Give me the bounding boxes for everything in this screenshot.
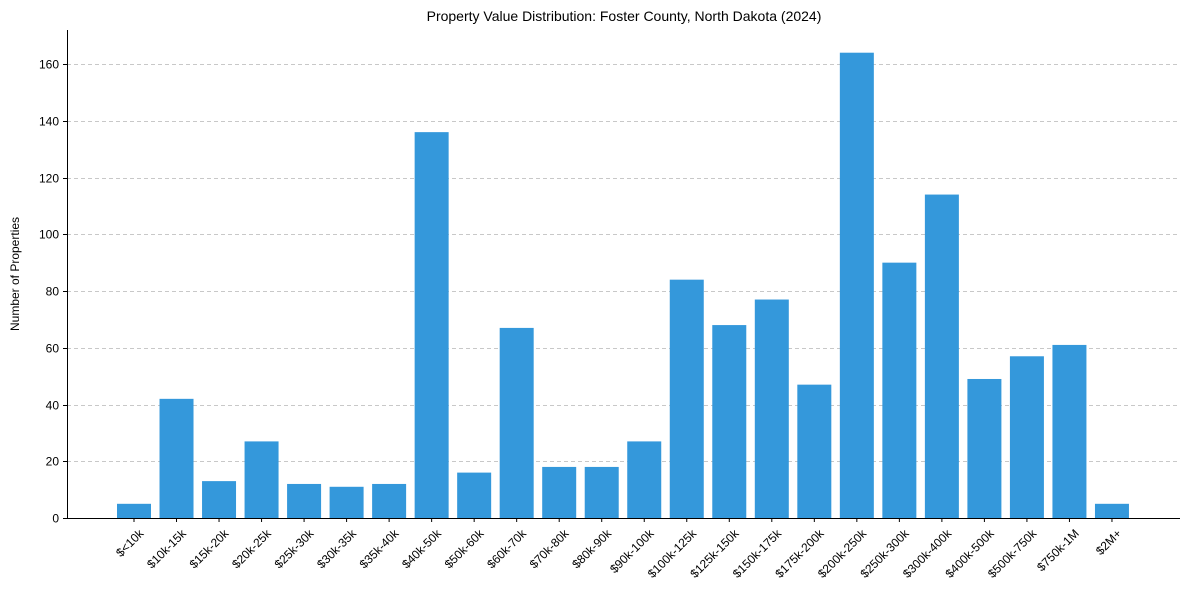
grid-lines [67,64,1180,462]
y-tick-label: 0 [52,512,59,526]
y-tick-label: 80 [46,285,60,299]
y-tick-label: 60 [46,342,60,356]
y-tick-label: 120 [39,172,59,186]
bar [712,325,747,518]
bar [839,52,874,518]
bar [414,132,449,518]
x-tick-label: $750k-1M [1034,526,1082,574]
bar [287,483,322,518]
bar [754,299,789,518]
bar [967,378,1002,518]
bar [499,327,534,518]
bar [202,481,237,518]
bar [117,503,151,518]
x-tick-label: $60k-70k [484,526,530,572]
bar [882,262,917,518]
y-tick-label: 140 [39,115,59,129]
y-tick-label: 20 [46,455,60,469]
bar [669,279,704,518]
x-tick-label: $10k-15k [144,526,190,572]
x-tick-label: $20k-25k [229,526,275,572]
chart-title: Property Value Distribution: Foster Coun… [427,8,822,24]
x-tick-label: $30k-35k [314,526,360,572]
bar [329,486,364,518]
y-axis-label: Number of Properties [8,217,22,331]
bar [159,398,194,518]
axes [67,30,1180,519]
x-tick-label: $50k-60k [442,526,488,572]
bars [117,52,1129,518]
bar [542,466,577,518]
bar [1094,503,1129,518]
x-tick-label: $35k-40k [357,526,403,572]
bar [924,194,959,518]
x-tick-label: $<10k [113,526,147,560]
y-tick-label: 40 [46,399,60,413]
bar [244,441,279,518]
x-tick-label: $2M+ [1093,526,1124,557]
y-ticks: 0 20 40 60 80 100 120 140 160 [39,58,67,526]
bar [1009,356,1044,518]
x-tick-label: $15k-20k [187,526,233,572]
x-tick-label: $70k-80k [527,526,573,572]
x-tick-label: $40k-50k [399,526,445,572]
x-tick-label: $25k-30k [272,526,318,572]
y-tick-label: 100 [39,228,59,242]
y-tick-label: 160 [39,58,59,72]
bar [1052,344,1087,518]
bar [797,384,832,518]
bar [584,466,619,518]
bar [372,483,407,518]
x-ticks: $<10k$10k-15k$15k-20k$20k-25k$25k-30k$30… [113,518,1124,581]
bar [627,441,662,518]
bar [457,472,492,518]
